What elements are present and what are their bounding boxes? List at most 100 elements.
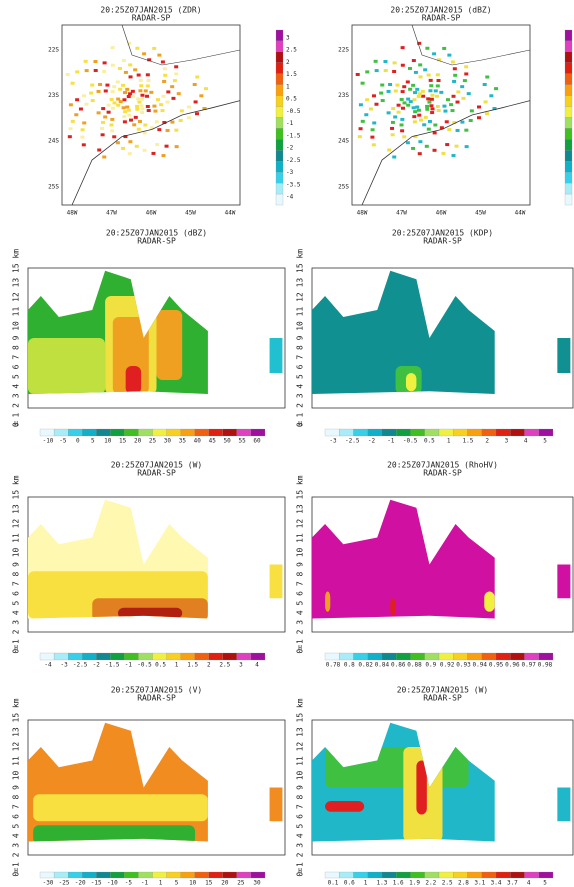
colorbar-swatch [467,652,482,661]
panel-title: 20:25Z07JAN2015 (V) [111,686,203,695]
radar-echo [411,146,416,150]
colorbar-label: 4 [255,662,259,669]
radar-strip [557,564,571,599]
colorbar-swatch [367,428,383,437]
radar-echo [429,97,434,101]
radar-echo [435,84,440,88]
colorbar-label: 0.8 [344,662,355,669]
colorbar-swatch [275,51,284,63]
radar-echo [430,93,435,97]
radar-detail [325,591,495,616]
colorbar-swatch [53,871,69,879]
x-axis-label: H [298,645,302,652]
radar-echo [165,128,170,132]
radar-cell [484,591,495,612]
radar-echo [110,129,115,133]
colorbar-swatch [524,871,539,879]
colorbar-swatch [194,428,209,437]
radar-echo [393,89,398,93]
radar-echo [433,89,438,93]
colorbar-swatch [275,172,284,184]
radar-echo [405,141,410,145]
colorbar-swatch [275,117,284,129]
colorbar-swatch [194,652,209,661]
radar-echo [126,95,131,99]
colorbar-label: 25 [237,880,245,887]
colorbar-swatch [424,428,440,437]
colorbar-label: 1.3 [377,880,388,887]
radar-echo [390,133,395,137]
radar-echo [187,105,192,109]
radar-echo [130,89,135,93]
radar-echo [400,129,405,133]
colorbar-swatch [564,150,573,162]
radar-echo [418,92,423,96]
radar-echo [136,97,141,101]
radar-echo [435,104,440,108]
colorbar-swatch [250,428,266,437]
radar-echo [413,110,418,114]
radar-echo [83,59,88,63]
colorbar-swatch [510,871,525,879]
x-axis-label: H [298,421,302,428]
colorbar-swatch [438,871,454,879]
colorbar-label: 0.5 [155,662,166,669]
colorbar-swatch [39,871,55,879]
lat-label: 25S [48,183,59,190]
radar-strip [557,338,571,373]
colorbar-swatch [564,193,573,206]
radar-echo [447,53,452,57]
radar-echo [112,85,117,89]
colorbar-label: 3.1 [474,880,485,887]
radar-echo [392,70,397,74]
radar-echo [425,107,430,111]
colorbar-label: 10 [189,880,197,887]
panel-subtitle: RADAR-SP [422,14,461,23]
colorbar-label: 2.8 [458,880,469,887]
radar-echo [122,120,127,124]
radar-echo [395,83,400,87]
radar-echo [140,93,145,97]
radar-echo [365,70,370,74]
radar-echo [142,131,147,135]
radar-echo [109,97,114,101]
lat-label: 24S [48,138,59,145]
radar-echo [102,61,107,65]
radar-echo [110,46,115,50]
radar-echo [396,110,401,114]
radar-echo [159,103,164,107]
radar-echo [178,119,183,123]
lon-label: 46W [146,210,157,217]
radar-echo [442,104,447,108]
y-axis-label: 0 1 2 3 4 5 6 7 8 9 10 11 12 13 15 km [12,249,21,427]
colorbar-swatch [275,62,284,74]
radar-echo [430,107,435,111]
radar-echo [428,78,433,82]
radar-echo [193,100,198,104]
colorbar-label: 2.5 [286,47,297,54]
radar-echo [416,95,421,99]
radar-echo [427,100,432,104]
colorbar-swatch [424,652,440,661]
radar-echo [371,94,376,98]
colorbar-label: 35 [179,438,187,445]
radar-echo [476,116,481,120]
radar-echo [96,111,101,115]
radar-echo [149,90,154,94]
radar-echo [432,52,437,56]
colorbar-swatch [510,652,525,661]
colorbar-swatch [564,139,573,151]
colorbar-label: 25 [149,438,157,445]
radar-echo [67,135,72,139]
y-axis-label: 0 1 2 3 4 5 6 7 8 9 10 11 12 13 15 km [12,698,21,876]
lat-label: 22S [48,47,59,54]
radar-echo [370,128,375,132]
colorbar-swatch [166,871,181,879]
colorbar-label: 1 [447,438,451,445]
radar-echo [110,90,115,94]
radar-echo [134,144,139,148]
colorbar-swatch [538,428,554,437]
radar-echo [355,72,360,76]
radar-echo [455,128,460,132]
radar-echo [373,59,378,63]
